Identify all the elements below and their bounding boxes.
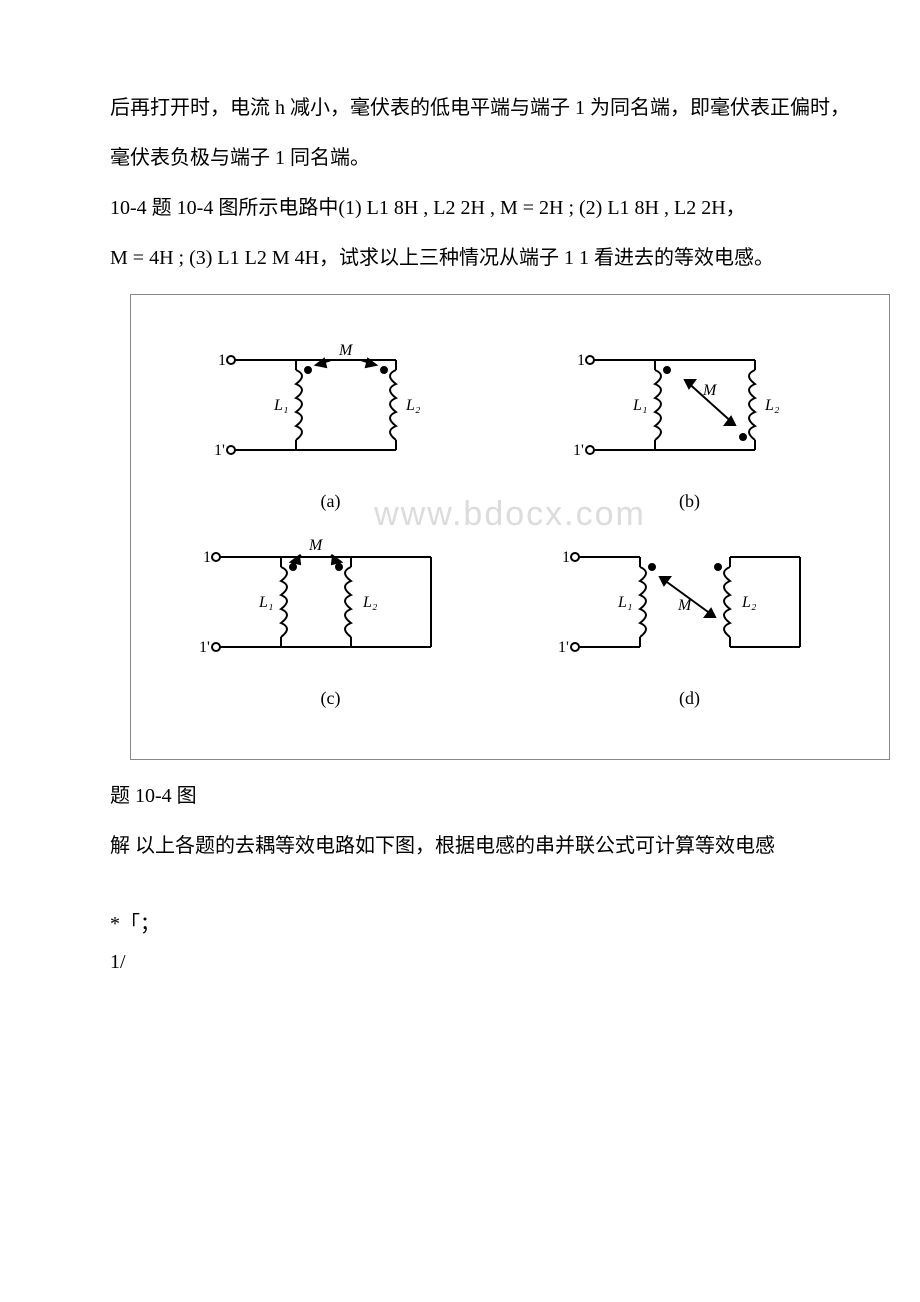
caption-d: (d) <box>540 688 840 709</box>
caption-a: (a) <box>196 491 466 512</box>
svg-text:L₁: L₁ <box>617 594 632 611</box>
terminal-1-label: 1 <box>218 352 226 369</box>
tail-line-2: 1/ <box>70 944 850 980</box>
l2-label: L₂ <box>405 397 421 414</box>
m-label: M <box>338 342 354 359</box>
svg-text:1: 1 <box>562 549 570 566</box>
figure-caption: 题 10-4 图 <box>70 778 850 814</box>
paragraph-2: 毫伏表负极与端子 1 同名端。 <box>70 140 850 176</box>
svg-text:L₂: L₂ <box>362 594 378 611</box>
caption-b: (b) <box>555 491 825 512</box>
paragraph-3: 10-4 题 10-4 图所示电路中(1) L1 8H , L2 2H , M … <box>70 190 850 226</box>
svg-text:M: M <box>702 382 718 399</box>
diagram-c: 1 1' L₁ L₂ M (c) <box>181 522 481 709</box>
diagram-b: 1 1' L₁ L₂ M (b) <box>555 325 825 512</box>
svg-text:L₂: L₂ <box>764 397 780 414</box>
svg-text:1: 1 <box>577 352 585 369</box>
svg-text:1': 1' <box>573 442 584 459</box>
figure-10-4: 1 1' L₁ L₂ M (a) <box>130 294 890 760</box>
svg-text:1': 1' <box>558 639 569 656</box>
svg-text:L₁: L₁ <box>258 594 273 611</box>
caption-c: (c) <box>181 688 481 709</box>
svg-text:1': 1' <box>199 639 210 656</box>
svg-text:M: M <box>677 597 693 614</box>
figure-row-top: 1 1' L₁ L₂ M (a) <box>151 325 869 512</box>
svg-text:1: 1 <box>203 549 211 566</box>
paragraph-4: M = 4H ; (3) L1 L2 M 4H，试求以上三种情况从端子 1 1 … <box>70 240 850 276</box>
paragraph-1: 后再打开时，电流 h 减小，毫伏表的低电平端与端子 1 为同名端，即毫伏表正偏时… <box>70 90 850 126</box>
l1-label: L₁ <box>273 397 288 414</box>
tail-line-1: *「； <box>70 904 850 944</box>
figure-row-bottom: 1 1' L₁ L₂ M (c) <box>151 522 869 709</box>
svg-text:M: M <box>308 537 324 554</box>
svg-text:L₁: L₁ <box>632 397 647 414</box>
diagram-d: 1 1' L₁ L₂ M (d) <box>540 522 840 709</box>
svg-text:L₂: L₂ <box>741 594 757 611</box>
terminal-1p-label: 1' <box>214 442 225 459</box>
paragraph-5: 解 以上各题的去耦等效电路如下图，根据电感的串并联公式可计算等效电感 <box>70 828 850 864</box>
diagram-a: 1 1' L₁ L₂ M (a) <box>196 325 466 512</box>
